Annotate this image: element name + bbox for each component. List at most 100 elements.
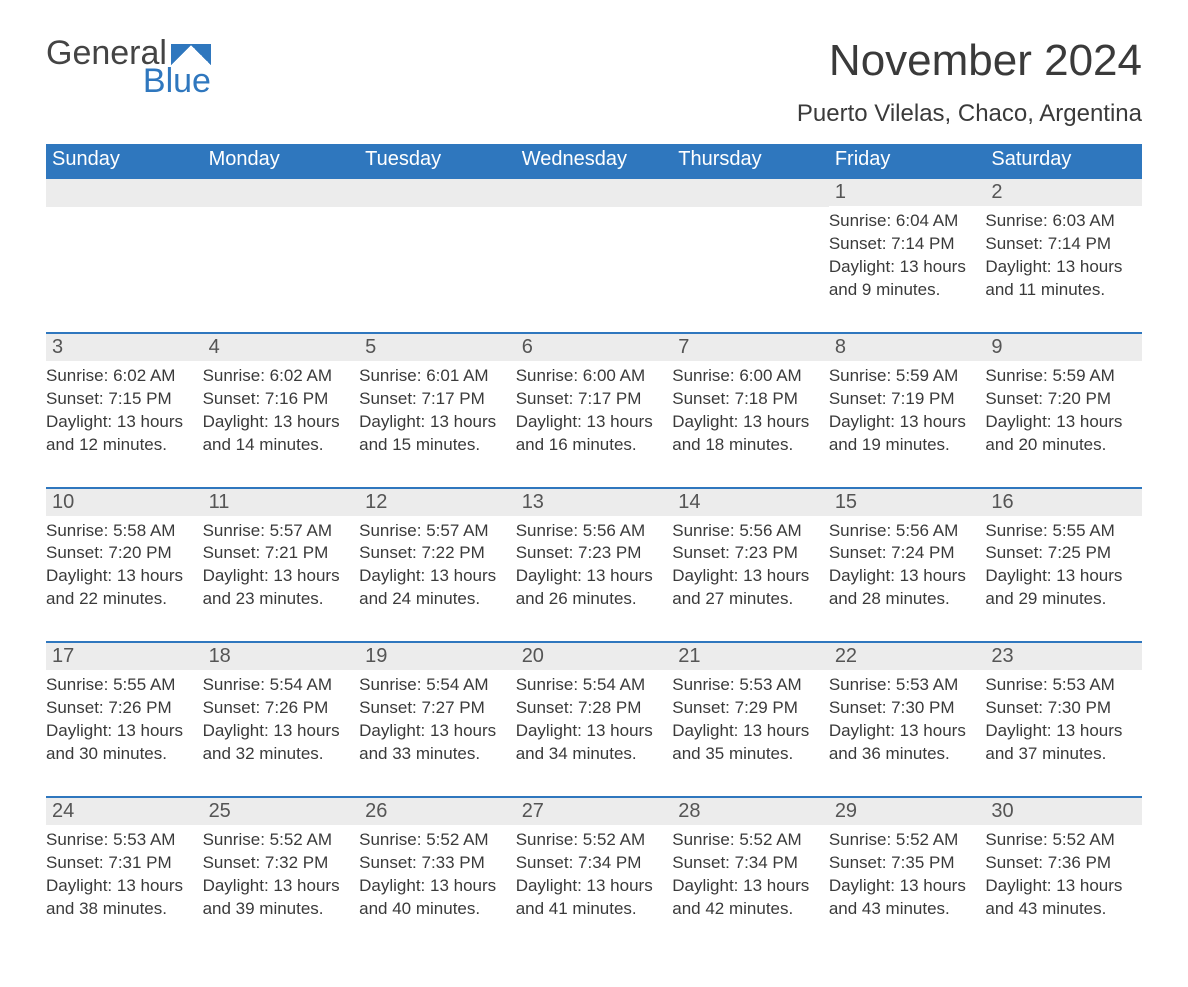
- day-cell: 4Sunrise: 6:02 AMSunset: 7:16 PMDaylight…: [203, 333, 360, 488]
- daylight-text: Daylight: 13 hours and 37 minutes.: [985, 720, 1136, 766]
- daylight-text: Daylight: 13 hours and 22 minutes.: [46, 565, 197, 611]
- day-cell: 29Sunrise: 5:52 AMSunset: 7:35 PMDayligh…: [829, 797, 986, 951]
- day-number: 16: [985, 489, 1142, 516]
- day-number-bar: [46, 179, 203, 207]
- daylight-text: Daylight: 13 hours and 41 minutes.: [516, 875, 667, 921]
- sunrise-text: Sunrise: 5:57 AM: [359, 520, 510, 543]
- day-header: Thursday: [672, 144, 829, 178]
- day-number: 13: [516, 489, 673, 516]
- week-row: 24 Sunrise: 5:53 AMSunset: 7:31 PMDayligh…: [46, 797, 1142, 951]
- sunset-text: Sunset: 7:30 PM: [829, 697, 980, 720]
- sunset-text: Sunset: 7:31 PM: [46, 852, 197, 875]
- daylight-text: Daylight: 13 hours and 24 minutes.: [359, 565, 510, 611]
- day-details: Sunrise: 6:00 AMSunset: 7:17 PMDaylight:…: [516, 365, 667, 457]
- day-cell: [359, 178, 516, 333]
- sunset-text: Sunset: 7:19 PM: [829, 388, 980, 411]
- calendar-table: Sunday Monday Tuesday Wednesday Thursday…: [46, 144, 1142, 951]
- day-details: Sunrise: 5:53 AMSunset: 7:31 PMDaylight:…: [46, 829, 197, 921]
- day-number: 24: [46, 798, 203, 825]
- daylight-text: Daylight: 13 hours and 12 minutes.: [46, 411, 197, 457]
- sunset-text: Sunset: 7:35 PM: [829, 852, 980, 875]
- day-details: Sunrise: 5:52 AMSunset: 7:34 PMDaylight:…: [516, 829, 667, 921]
- day-cell: 26Sunrise: 5:52 AMSunset: 7:33 PMDayligh…: [359, 797, 516, 951]
- day-details: Sunrise: 5:53 AMSunset: 7:30 PMDaylight:…: [829, 674, 980, 766]
- logo-text-blue: Blue: [136, 64, 211, 98]
- daylight-text: Daylight: 13 hours and 30 minutes.: [46, 720, 197, 766]
- week-row: 10 Sunrise: 5:58 AMSunset: 7:20 PMDayligh…: [46, 488, 1142, 643]
- sunset-text: Sunset: 7:25 PM: [985, 542, 1136, 565]
- daylight-text: Daylight: 13 hours and 43 minutes.: [985, 875, 1136, 921]
- day-details: Sunrise: 5:52 AMSunset: 7:33 PMDaylight:…: [359, 829, 510, 921]
- daylight-text: Daylight: 13 hours and 35 minutes.: [672, 720, 823, 766]
- sunset-text: Sunset: 7:30 PM: [985, 697, 1136, 720]
- day-cell: 22Sunrise: 5:53 AMSunset: 7:30 PMDayligh…: [829, 642, 986, 797]
- day-cell: 14Sunrise: 5:56 AMSunset: 7:23 PMDayligh…: [672, 488, 829, 643]
- day-cell: 1Sunrise: 6:04 AMSunset: 7:14 PMDaylight…: [829, 178, 986, 333]
- day-cell: 11Sunrise: 5:57 AMSunset: 7:21 PMDayligh…: [203, 488, 360, 643]
- day-number: 7: [672, 334, 829, 361]
- day-details: Sunrise: 5:53 AMSunset: 7:29 PMDaylight:…: [672, 674, 823, 766]
- sunrise-text: Sunrise: 6:00 AM: [516, 365, 667, 388]
- sunset-text: Sunset: 7:33 PM: [359, 852, 510, 875]
- sunrise-text: Sunrise: 5:52 AM: [516, 829, 667, 852]
- day-number: 3: [46, 334, 203, 361]
- day-number: 30: [985, 798, 1142, 825]
- day-cell: 18Sunrise: 5:54 AMSunset: 7:26 PMDayligh…: [203, 642, 360, 797]
- day-number: 19: [359, 643, 516, 670]
- day-number: 5: [359, 334, 516, 361]
- title-block: November 2024 Puerto Vilelas, Chaco, Arg…: [797, 36, 1142, 138]
- day-details: Sunrise: 6:00 AMSunset: 7:18 PMDaylight:…: [672, 365, 823, 457]
- sunset-text: Sunset: 7:27 PM: [359, 697, 510, 720]
- location: Puerto Vilelas, Chaco, Argentina: [797, 100, 1142, 128]
- day-cell: 25Sunrise: 5:52 AMSunset: 7:32 PMDayligh…: [203, 797, 360, 951]
- day-details: Sunrise: 5:54 AMSunset: 7:28 PMDaylight:…: [516, 674, 667, 766]
- sunset-text: Sunset: 7:21 PM: [203, 542, 354, 565]
- day-details: Sunrise: 5:58 AMSunset: 7:20 PMDaylight:…: [46, 520, 197, 612]
- sunrise-text: Sunrise: 5:53 AM: [672, 674, 823, 697]
- day-details: Sunrise: 6:02 AMSunset: 7:15 PMDaylight:…: [46, 365, 197, 457]
- sunset-text: Sunset: 7:23 PM: [516, 542, 667, 565]
- sunrise-text: Sunrise: 5:52 AM: [829, 829, 980, 852]
- daylight-text: Daylight: 13 hours and 11 minutes.: [985, 256, 1136, 302]
- day-details: Sunrise: 5:54 AMSunset: 7:27 PMDaylight:…: [359, 674, 510, 766]
- day-number: 6: [516, 334, 673, 361]
- sunrise-text: Sunrise: 5:56 AM: [516, 520, 667, 543]
- sunrise-text: Sunrise: 6:02 AM: [46, 365, 197, 388]
- day-cell: 19 Sunrise: 5:54 AMSunset: 7:27 PMDayligh…: [359, 642, 516, 797]
- day-cell: 7 Sunrise: 6:00 AMSunset: 7:18 PMDaylight…: [672, 333, 829, 488]
- day-details: Sunrise: 5:59 AMSunset: 7:20 PMDaylight:…: [985, 365, 1136, 457]
- day-number-bar: [203, 179, 360, 207]
- day-cell: 12Sunrise: 5:57 AMSunset: 7:22 PMDayligh…: [359, 488, 516, 643]
- day-number: 8: [829, 334, 986, 361]
- day-number: 27: [516, 798, 673, 825]
- day-cell: 13Sunrise: 5:56 AMSunset: 7:23 PMDayligh…: [516, 488, 673, 643]
- day-details: Sunrise: 5:57 AMSunset: 7:22 PMDaylight:…: [359, 520, 510, 612]
- day-cell: 16Sunrise: 5:55 AMSunset: 7:25 PMDayligh…: [985, 488, 1142, 643]
- sunset-text: Sunset: 7:20 PM: [46, 542, 197, 565]
- sunset-text: Sunset: 7:36 PM: [985, 852, 1136, 875]
- daylight-text: Daylight: 13 hours and 33 minutes.: [359, 720, 510, 766]
- day-number-bar: [359, 179, 516, 207]
- sunset-text: Sunset: 7:22 PM: [359, 542, 510, 565]
- day-header: Tuesday: [359, 144, 516, 178]
- sunrise-text: Sunrise: 5:52 AM: [359, 829, 510, 852]
- day-cell: [46, 178, 203, 333]
- sunrise-text: Sunrise: 5:54 AM: [516, 674, 667, 697]
- day-header: Wednesday: [516, 144, 673, 178]
- day-number: 2: [985, 179, 1142, 206]
- day-details: Sunrise: 5:55 AMSunset: 7:26 PMDaylight:…: [46, 674, 197, 766]
- day-cell: [672, 178, 829, 333]
- daylight-text: Daylight: 13 hours and 16 minutes.: [516, 411, 667, 457]
- daylight-text: Daylight: 13 hours and 28 minutes.: [829, 565, 980, 611]
- day-number: 10: [46, 489, 203, 516]
- day-number: 14: [672, 489, 829, 516]
- daylight-text: Daylight: 13 hours and 38 minutes.: [46, 875, 197, 921]
- sunrise-text: Sunrise: 5:53 AM: [829, 674, 980, 697]
- daylight-text: Daylight: 13 hours and 20 minutes.: [985, 411, 1136, 457]
- day-details: Sunrise: 5:52 AMSunset: 7:34 PMDaylight:…: [672, 829, 823, 921]
- sunset-text: Sunset: 7:17 PM: [359, 388, 510, 411]
- day-cell: [516, 178, 673, 333]
- sunset-text: Sunset: 7:24 PM: [829, 542, 980, 565]
- header: General Blue November 2024 Puerto Vilela…: [46, 36, 1142, 138]
- week-row: 17Sunrise: 5:55 AMSunset: 7:26 PMDayligh…: [46, 642, 1142, 797]
